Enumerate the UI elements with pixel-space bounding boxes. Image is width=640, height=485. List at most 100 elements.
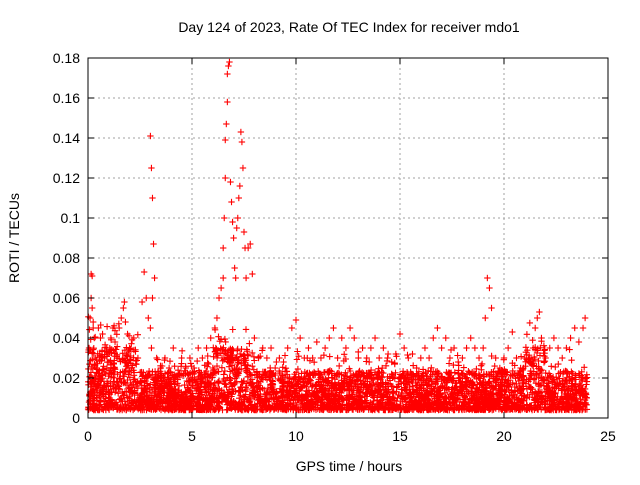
data-point [554,344,562,352]
data-point [149,294,156,302]
data-point [475,354,483,362]
data-point [203,344,210,352]
data-point [421,344,429,352]
data-point [492,354,499,362]
data-point [134,354,142,362]
data-point [496,364,504,372]
data-point [229,218,236,226]
data-point [346,324,354,332]
y-tick-label: 0.18 [53,50,80,66]
data-point [546,344,553,352]
data-point [147,132,154,140]
data-point [330,324,337,332]
data-point [396,330,404,338]
data-point [233,224,240,232]
data-point [165,364,173,372]
data-point [405,354,412,362]
data-point [221,214,228,222]
data-point [251,334,258,342]
data-point [249,270,256,278]
data-point [88,272,96,280]
data-point [93,364,100,372]
x-tick-label: 20 [496,428,512,444]
data-point [85,344,93,352]
y-axis-label: ROTI / TECUs [6,193,22,283]
data-point [92,354,99,362]
data-point [170,344,177,352]
data-point [317,354,325,362]
data-point [211,324,219,332]
data-point [563,344,570,352]
data-point [288,324,296,332]
data-point [292,316,300,324]
y-tick-label: 0.08 [53,250,80,266]
data-point [213,314,221,322]
data-point [186,354,194,362]
data-point [118,314,125,322]
data-point [480,344,487,352]
data-point [228,198,235,206]
data-point [438,344,445,352]
data-point [182,364,189,372]
data-point [430,334,437,342]
data-point [280,358,287,366]
data-point [567,334,574,342]
data-point [359,344,366,352]
data-point [504,344,512,352]
data-point [148,344,155,352]
data-point [101,354,108,362]
baseline-noise-layer [84,313,591,414]
data-point [222,136,229,144]
data-point [126,344,133,352]
data-point [130,334,137,342]
data-point [484,274,491,282]
data-point [99,330,106,338]
data-point [178,354,185,362]
data-point [225,62,232,70]
data-point [116,324,123,332]
y-tick-label: 0.04 [53,330,80,346]
data-point [236,182,244,190]
data-point [151,274,158,282]
x-tick-label: 10 [288,428,304,444]
data-point [321,344,329,352]
data-point [334,354,341,362]
data-point [231,264,238,272]
data-point [232,274,239,282]
data-point [371,334,379,342]
data-point [388,358,395,366]
y-tick-label: 0.1 [61,210,81,226]
data-point [442,334,449,342]
data-point [276,354,283,362]
data-point [237,128,245,136]
data-point [536,308,543,316]
data-point [121,298,128,306]
data-point [148,164,155,172]
data-point [532,324,539,332]
data-point [338,334,345,342]
data-point [367,344,375,352]
data-point [463,344,470,352]
data-point [224,98,231,106]
data-point [145,314,152,322]
data-point [90,318,97,326]
data-point [326,334,333,342]
data-point [244,244,252,252]
data-point [482,314,489,322]
data-point [376,354,383,362]
data-point [305,344,312,352]
data-point [247,240,254,248]
data-point [425,354,433,362]
data-point [223,120,230,128]
data-point [571,324,578,332]
data-point [355,354,362,362]
data-point [220,274,227,282]
data-point [150,240,157,248]
data-point [217,284,225,292]
data-point [103,344,110,352]
data-point [309,354,316,362]
data-point [450,344,458,352]
data-point [284,344,291,352]
